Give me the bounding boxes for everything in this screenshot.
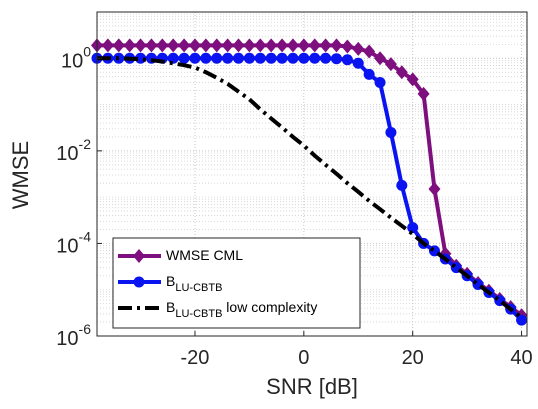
marker (123, 38, 136, 53)
marker (276, 52, 288, 64)
marker (178, 52, 190, 64)
marker (320, 52, 332, 64)
marker (232, 38, 245, 53)
marker (374, 51, 387, 66)
marker (363, 68, 375, 80)
marker (112, 38, 125, 53)
marker (298, 52, 310, 64)
marker (210, 38, 223, 53)
y-tick-label: 10-2 (56, 136, 91, 165)
y-tick-label: 10-6 (56, 321, 91, 350)
marker (101, 38, 114, 53)
marker (254, 52, 266, 64)
marker (309, 52, 321, 64)
marker (384, 57, 397, 72)
marker (417, 86, 430, 101)
x-tick-label: 0 (298, 347, 309, 369)
marker (233, 52, 245, 64)
x-tick-label: -20 (181, 347, 210, 369)
ticks: 10-6 10-4 10-2 100 -20 0 20 40 (56, 43, 532, 369)
marker (297, 38, 310, 53)
marker (363, 44, 376, 59)
y-axis-label: WMSE (8, 141, 33, 209)
x-tick-label: 20 (402, 347, 424, 369)
marker (516, 314, 528, 326)
y-tick-label: 100 (61, 43, 91, 72)
marker (221, 38, 234, 53)
marker (319, 38, 332, 53)
marker (200, 52, 212, 64)
x-tick-label: 40 (510, 347, 532, 369)
marker (352, 41, 365, 56)
marker (199, 38, 212, 53)
marker (145, 38, 158, 53)
marker (407, 222, 419, 234)
marker (287, 52, 299, 64)
marker (243, 52, 255, 64)
marker (374, 76, 386, 88)
legend-marker (133, 249, 145, 263)
y-tick-label: 10-4 (56, 228, 91, 257)
marker (167, 38, 180, 53)
marker (395, 65, 408, 80)
marker (341, 54, 353, 66)
marker (330, 38, 343, 53)
marker (254, 38, 267, 53)
legend: WMSE CML BLU-CBTB BLU-CBTB low complexity (112, 237, 361, 329)
marker (222, 52, 234, 64)
legend-label: WMSE CML (166, 247, 243, 263)
marker (265, 52, 277, 64)
marker (330, 53, 342, 65)
marker (156, 38, 169, 53)
legend-marker (133, 276, 145, 288)
marker (428, 181, 441, 196)
marker (385, 126, 397, 138)
marker (276, 38, 289, 53)
legend-label: BLU-CBTB (166, 273, 222, 294)
marker (308, 38, 321, 53)
legend-label: BLU-CBTB low complexity (166, 299, 317, 320)
marker (178, 38, 191, 53)
marker (396, 179, 408, 191)
marker (265, 38, 278, 53)
marker (352, 57, 364, 69)
marker (167, 52, 179, 64)
marker (134, 38, 147, 53)
marker (211, 52, 223, 64)
marker (243, 38, 256, 53)
marker (188, 38, 201, 53)
marker (286, 38, 299, 53)
plot-frame (96, 11, 528, 337)
marker (406, 72, 419, 87)
marker (341, 39, 354, 54)
x-axis-label: SNR [dB] (266, 374, 358, 399)
marker (189, 52, 201, 64)
